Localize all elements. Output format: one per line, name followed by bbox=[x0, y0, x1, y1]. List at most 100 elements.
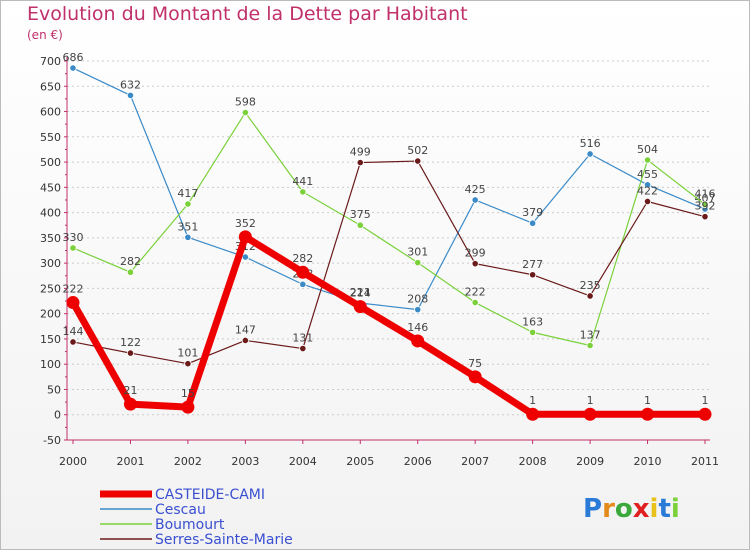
legend-label: Boumourt bbox=[155, 517, 225, 533]
data-point bbox=[529, 328, 537, 336]
data-point bbox=[356, 158, 364, 167]
x-tick-label: 2000 bbox=[59, 455, 87, 468]
data-label: 686 bbox=[63, 51, 84, 64]
data-point bbox=[586, 341, 594, 350]
brand-letter: t bbox=[658, 494, 670, 524]
y-tick-label: 600 bbox=[40, 106, 61, 119]
y-tick-label: 100 bbox=[40, 358, 61, 371]
data-point bbox=[299, 280, 307, 288]
data-label: 75 bbox=[468, 357, 482, 370]
brand-text: Proxiti bbox=[583, 494, 680, 524]
series-serres-sainte-marie: 144 122 101 147 131 499 502 299 277 235 422 392 bbox=[63, 144, 716, 368]
data-label: 137 bbox=[580, 329, 601, 342]
data-label: 502 bbox=[407, 144, 428, 157]
data-label: 392 bbox=[695, 200, 716, 213]
data-point bbox=[529, 219, 537, 227]
data-point bbox=[471, 298, 479, 307]
series-casteide-cami: 222 21 15 352 282 214 146 75 1 1 1 1 bbox=[63, 217, 712, 421]
data-point bbox=[296, 265, 310, 279]
axes: -50 0 50 100 150 200 250 300 350 400 450 500 550 600 6… bbox=[40, 55, 719, 468]
data-point bbox=[241, 253, 249, 261]
y-tick-label: 150 bbox=[40, 333, 61, 346]
y-tick-label: 200 bbox=[40, 308, 61, 321]
data-label: 208 bbox=[407, 293, 428, 306]
data-point bbox=[184, 360, 192, 368]
x-tick-label: 2004 bbox=[289, 455, 317, 468]
brand-letter: i bbox=[671, 494, 680, 524]
data-label: 144 bbox=[63, 325, 84, 338]
brand-letter: P bbox=[583, 494, 602, 524]
x-tick-label: 2008 bbox=[519, 455, 547, 468]
data-label: 441 bbox=[292, 175, 313, 188]
data-label: 277 bbox=[522, 258, 543, 271]
data-point bbox=[299, 188, 307, 196]
data-label: 235 bbox=[580, 279, 601, 292]
legend: CASTEIDE-CAMICescauBoumourtSerres-Sainte… bbox=[100, 487, 293, 548]
data-label: 101 bbox=[177, 347, 198, 360]
data-point bbox=[241, 108, 249, 117]
series-cescau: 686632351312258221208425379516455407 bbox=[63, 51, 716, 314]
x-tick-label: 2002 bbox=[174, 455, 202, 468]
data-point bbox=[66, 296, 80, 310]
data-label: 407 bbox=[695, 192, 716, 205]
chart-title: Evolution du Montant de la Dette par Hab… bbox=[27, 3, 468, 25]
data-label: 222 bbox=[63, 283, 84, 296]
data-point bbox=[414, 259, 422, 267]
data-label: 422 bbox=[637, 184, 658, 197]
series-line bbox=[72, 160, 706, 365]
data-point bbox=[238, 230, 252, 244]
data-point bbox=[698, 407, 712, 421]
x-tick-label: 2010 bbox=[634, 455, 662, 468]
y-tick-label: 0 bbox=[54, 409, 61, 422]
legend-label: Serres-Sainte-Marie bbox=[155, 532, 293, 548]
data-point bbox=[184, 233, 192, 241]
brand-letter: o bbox=[615, 494, 633, 524]
data-point bbox=[126, 349, 135, 357]
y-tick-label: 550 bbox=[40, 131, 61, 144]
data-label: 425 bbox=[465, 183, 486, 196]
data-label: 1 bbox=[702, 394, 709, 407]
data-point bbox=[586, 292, 594, 300]
data-point bbox=[583, 407, 597, 421]
series-line bbox=[72, 67, 706, 311]
data-label: 352 bbox=[235, 217, 256, 230]
x-tick-label: 2003 bbox=[231, 455, 259, 468]
y-tick-label: 250 bbox=[40, 282, 61, 295]
data-point bbox=[643, 197, 652, 206]
data-label: 632 bbox=[120, 78, 141, 91]
y-tick-label: 450 bbox=[40, 181, 61, 194]
chart-subtitle: (en €) bbox=[27, 28, 63, 42]
x-tick-label: 2005 bbox=[346, 455, 374, 468]
data-point bbox=[356, 221, 364, 229]
data-label: 417 bbox=[177, 187, 198, 200]
y-tick-label: 350 bbox=[40, 232, 61, 245]
data-label: 499 bbox=[350, 146, 371, 159]
data-label: 222 bbox=[465, 286, 486, 299]
data-label: 1 bbox=[529, 394, 536, 407]
data-point bbox=[69, 338, 77, 346]
data-point bbox=[353, 300, 367, 314]
data-label: 504 bbox=[637, 143, 658, 156]
data-label: 375 bbox=[350, 208, 371, 221]
data-label: 122 bbox=[120, 336, 141, 349]
brand-letter: x bbox=[633, 494, 650, 524]
data-label: 516 bbox=[580, 137, 601, 150]
brand-letter: i bbox=[650, 494, 659, 524]
data-point bbox=[586, 150, 594, 158]
data-point bbox=[643, 156, 652, 164]
data-label: 282 bbox=[292, 252, 313, 265]
data-label: 21 bbox=[123, 384, 137, 397]
y-tick-label: 400 bbox=[40, 207, 61, 220]
data-point bbox=[123, 397, 137, 411]
data-label: 131 bbox=[292, 332, 313, 345]
y-tick-label: 500 bbox=[40, 156, 61, 169]
data-label: 416 bbox=[695, 188, 716, 201]
data-point bbox=[414, 157, 422, 165]
x-tick-label: 2006 bbox=[404, 455, 432, 468]
legend-label: CASTEIDE-CAMI bbox=[155, 487, 265, 503]
series-layer: 6866323513122582212084253795164554073302… bbox=[63, 51, 716, 421]
data-label: 15 bbox=[181, 387, 195, 400]
data-point bbox=[411, 334, 425, 348]
data-label: 299 bbox=[465, 247, 486, 260]
